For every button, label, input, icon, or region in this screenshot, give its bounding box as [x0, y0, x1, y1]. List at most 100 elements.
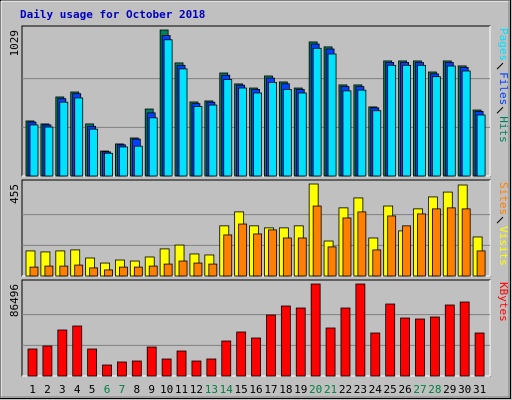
- x-tick-label: 8: [134, 383, 141, 396]
- bar: [74, 264, 84, 277]
- bar: [59, 265, 69, 277]
- bar: [29, 124, 39, 177]
- x-tick-label: 4: [74, 383, 81, 396]
- bar: [131, 360, 142, 377]
- bar: [148, 117, 158, 177]
- bar: [89, 267, 99, 277]
- bar: [444, 304, 455, 377]
- x-tick-label: 29: [443, 383, 456, 396]
- bar: [163, 39, 173, 177]
- bar: [74, 97, 84, 177]
- bar: [312, 47, 322, 177]
- legend-entry: Pages: [497, 28, 510, 61]
- bar: [385, 303, 396, 377]
- x-tick-label: 3: [59, 383, 66, 396]
- bar: [178, 68, 188, 177]
- bar: [223, 234, 233, 277]
- x-tick-label: 2: [44, 383, 51, 396]
- bar: [387, 215, 397, 277]
- bar: [191, 360, 202, 377]
- bar: [208, 104, 218, 177]
- bar: [372, 110, 382, 177]
- bar: [87, 348, 98, 377]
- x-tick-label: 25: [384, 383, 397, 396]
- legend-separator: [496, 106, 504, 114]
- x-tick-label: 1: [29, 383, 36, 396]
- x-tick-label: 12: [190, 383, 203, 396]
- x-tick-label: 13: [205, 383, 218, 396]
- y-tick-label: 1029: [8, 30, 21, 57]
- x-tick-label: 22: [339, 383, 352, 396]
- bar: [429, 316, 440, 377]
- x-tick-label: 23: [354, 383, 367, 396]
- bar: [221, 340, 232, 377]
- x-tick-label: 18: [279, 383, 292, 396]
- bar: [193, 262, 203, 277]
- bar: [297, 92, 307, 177]
- bar: [417, 64, 426, 177]
- x-tick-label: 7: [119, 383, 126, 396]
- bar: [417, 213, 426, 277]
- bar: [312, 205, 322, 277]
- bar: [59, 101, 69, 177]
- bar: [342, 217, 352, 277]
- bar: [474, 332, 485, 377]
- legend-entry: KBytes: [497, 282, 510, 322]
- bar: [44, 265, 54, 277]
- x-tick-label: 10: [160, 383, 173, 396]
- bar: [282, 89, 292, 177]
- bar: [342, 90, 352, 177]
- bar: [446, 207, 456, 277]
- bar: [461, 70, 471, 177]
- bar: [295, 307, 306, 377]
- bar: [42, 345, 53, 377]
- bar: [402, 225, 411, 277]
- bar: [163, 263, 173, 277]
- bar: [327, 246, 337, 277]
- bar: [72, 325, 83, 377]
- bar: [161, 358, 172, 377]
- x-tick-label: 19: [294, 383, 307, 396]
- legend-entry: Sites: [497, 182, 510, 215]
- bar: [117, 361, 127, 377]
- bar: [176, 350, 187, 377]
- bar: [27, 348, 38, 377]
- bar: [431, 208, 441, 277]
- bar: [253, 233, 262, 277]
- bar: [327, 53, 337, 177]
- bar: [268, 229, 277, 277]
- bar: [280, 305, 291, 377]
- bar: [446, 65, 456, 177]
- bar: [415, 318, 425, 377]
- legend-entry: Hits: [497, 116, 510, 143]
- x-tick-label: 17: [264, 383, 277, 396]
- bar: [238, 223, 248, 277]
- bar: [119, 266, 128, 277]
- bar: [476, 250, 486, 277]
- x-tick-label: 11: [175, 383, 188, 396]
- x-tick-label: 21: [324, 383, 337, 396]
- legend-entry: Visits: [497, 226, 510, 266]
- x-tick-label: 30: [458, 383, 471, 396]
- bar: [253, 92, 262, 177]
- bar: [89, 128, 99, 177]
- bar: [325, 327, 336, 377]
- bar: [310, 283, 321, 377]
- bar: [238, 87, 248, 177]
- bar: [402, 64, 411, 177]
- bar: [251, 337, 261, 377]
- bar: [133, 145, 143, 177]
- bar: [44, 126, 54, 177]
- bar: [459, 301, 470, 377]
- bar: [104, 152, 113, 177]
- y-tick-label: 86496: [8, 284, 21, 317]
- x-tick-label: 14: [220, 383, 234, 396]
- x-tick-label: 15: [235, 383, 248, 396]
- bar: [297, 237, 307, 277]
- x-tick-label: 9: [148, 383, 155, 396]
- bar: [178, 260, 188, 277]
- bar: [400, 317, 410, 377]
- legend-entry: Files: [497, 72, 510, 105]
- chart-title: Daily usage for October 2018: [20, 8, 205, 21]
